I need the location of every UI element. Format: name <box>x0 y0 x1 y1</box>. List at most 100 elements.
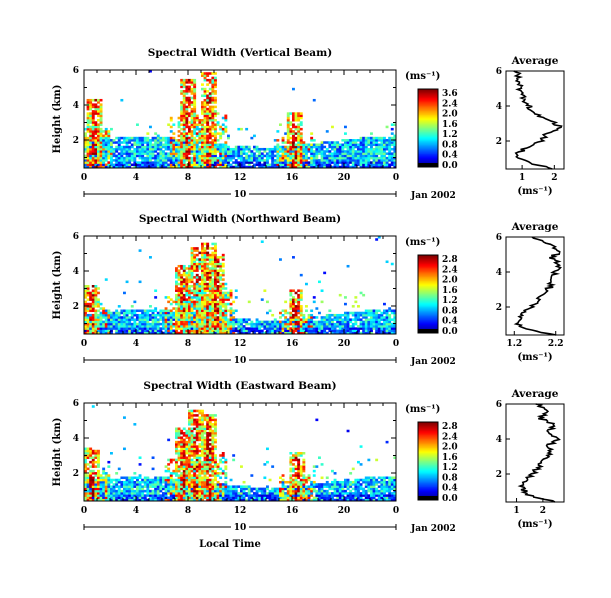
colorbar-step <box>418 148 438 151</box>
heatmap-cell <box>385 156 389 160</box>
heatmap-cell <box>146 161 150 164</box>
heatmap-cell <box>182 447 186 451</box>
heatmap-cell <box>214 136 217 140</box>
heatmap-cell <box>333 145 337 149</box>
heatmap-cell <box>206 147 210 151</box>
heatmap-cell <box>198 425 202 428</box>
heatmap-cell <box>97 127 100 131</box>
heatmap-cell <box>89 161 93 164</box>
heatmap-cell <box>143 136 147 140</box>
heatmap-cell <box>206 101 210 104</box>
heatmap-cell <box>86 105 90 109</box>
heatmap-cell <box>279 320 282 324</box>
heatmap-cell <box>247 322 251 326</box>
heatmap-cell <box>286 320 290 324</box>
heatmap-cell <box>385 311 389 315</box>
heatmap-cell <box>164 159 168 162</box>
heatmap-cell <box>195 313 199 317</box>
heatmap-cell <box>175 485 178 488</box>
heatmap-cell <box>364 316 368 319</box>
heatmap-cell <box>206 72 210 75</box>
heatmap-cell <box>305 163 308 167</box>
heatmap-cell <box>99 161 103 164</box>
heatmap-cell <box>372 163 376 167</box>
heatmap-cell <box>167 327 171 330</box>
heatmap-cell <box>221 269 225 272</box>
heatmap-cell <box>94 105 98 109</box>
heatmap-cell <box>284 156 288 160</box>
heatmap-cell <box>325 320 329 324</box>
heatmap-cell <box>336 318 340 321</box>
heatmap-cell <box>182 269 186 272</box>
heatmap-cell <box>362 329 366 333</box>
heatmap-cell <box>162 485 165 488</box>
heatmap-cell <box>276 165 280 169</box>
heatmap-cell <box>193 318 197 321</box>
heatmap-cell <box>112 483 116 486</box>
heatmap-cell <box>190 494 194 497</box>
heatmap-cell <box>385 316 389 319</box>
heatmap-cell <box>367 309 371 313</box>
heatmap-cell <box>208 143 212 147</box>
heatmap-cell <box>201 483 204 486</box>
heatmap-cell <box>364 163 368 167</box>
heatmap-cell <box>149 165 152 169</box>
heatmap-cell <box>128 165 132 169</box>
heatmap-cell <box>188 474 191 477</box>
heatmap-cell <box>289 121 293 124</box>
heatmap-cell <box>190 418 194 422</box>
heatmap-cell <box>312 320 316 324</box>
heatmap-cell <box>211 298 215 301</box>
heatmap-cell <box>159 139 163 142</box>
heatmap-cell <box>164 496 168 500</box>
heatmap-cell <box>167 469 171 473</box>
heatmap-cell <box>133 489 137 493</box>
heatmap-cell <box>297 322 301 326</box>
heatmap-cell <box>284 152 288 155</box>
heatmap-cell <box>221 322 225 326</box>
heatmap-cell <box>362 150 366 153</box>
heatmap-cell <box>307 329 311 333</box>
heatmap-cell <box>102 134 106 138</box>
heatmap-cell <box>102 322 106 326</box>
heatmap-cell <box>214 325 217 328</box>
heatmap-cell <box>185 141 189 144</box>
heatmap-cell <box>211 452 215 455</box>
heatmap-cell <box>97 322 100 326</box>
heatmap-cell <box>375 152 379 155</box>
heatmap-cell <box>289 163 293 167</box>
heatmap-cell <box>115 331 119 335</box>
heatmap-cell <box>180 110 184 113</box>
heatmap-cell <box>97 480 100 484</box>
heatmap-cell <box>198 309 202 313</box>
heatmap-cell <box>362 139 366 142</box>
heatmap-cell <box>195 152 199 155</box>
heatmap-cell <box>338 147 342 151</box>
heatmap-cell <box>276 322 280 326</box>
heatmap-cell <box>341 150 345 153</box>
heatmap-cell <box>102 145 106 149</box>
heatmap-cell <box>346 322 350 326</box>
heatmap-cell <box>175 489 178 493</box>
y-tick-label: 6 <box>73 66 79 76</box>
heatmap-cell <box>286 130 290 133</box>
heatmap-cell <box>357 159 360 162</box>
heatmap-cell <box>216 159 220 162</box>
heatmap-cell <box>159 143 163 147</box>
heatmap-cell <box>341 327 345 330</box>
heatmap-cell <box>364 313 368 317</box>
heatmap-cell <box>294 159 298 162</box>
heatmap-cell <box>393 161 397 164</box>
heatmap-cell <box>97 141 100 144</box>
heatmap-cell <box>138 329 142 333</box>
heatmap-cell <box>206 438 210 442</box>
heatmap-cell <box>97 119 100 122</box>
heatmap-cell <box>190 449 194 453</box>
heatmap-cell <box>185 293 189 297</box>
heatmap-cell <box>258 159 262 162</box>
heatmap-cell <box>177 116 181 120</box>
heatmap-cell <box>125 476 129 480</box>
heatmap-cell <box>216 139 220 142</box>
heatmap-cell <box>133 331 137 335</box>
heatmap-cell <box>125 478 129 482</box>
